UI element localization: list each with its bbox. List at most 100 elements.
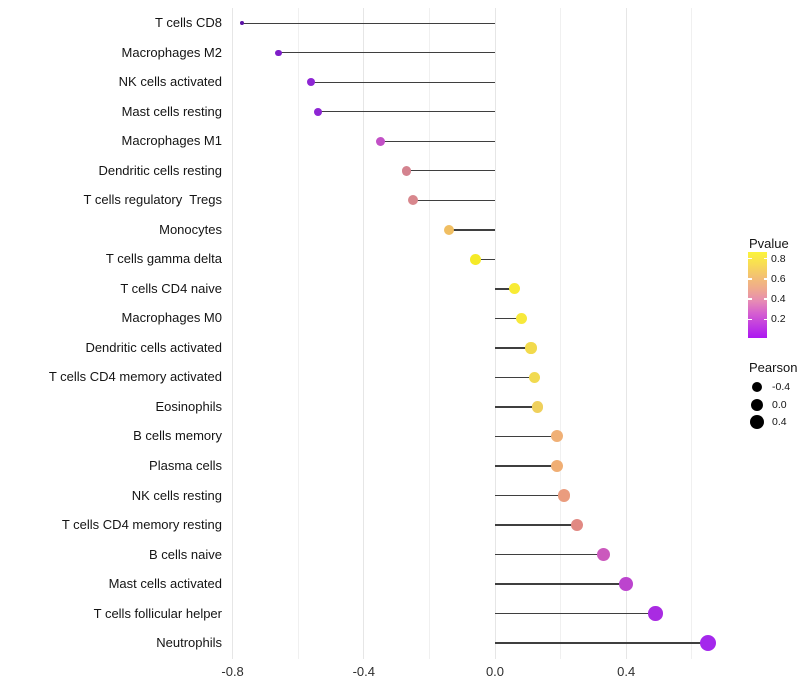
pearson-legend-label: -0.4 (772, 381, 791, 393)
y-axis-label: T cells CD4 memory activated (48, 369, 222, 385)
gridline (297, 8, 299, 659)
pvalue-tick-mark (748, 278, 752, 280)
lollipop-dot (557, 489, 570, 502)
lollipop-stem (413, 199, 495, 201)
pvalue-tick-mark (763, 278, 767, 280)
pvalue-legend-title: Pvalue (749, 236, 789, 251)
lollipop-dot (551, 430, 564, 443)
pvalue-tick-mark (763, 318, 767, 321)
y-axis-label: T cells CD8 (155, 15, 222, 31)
y-axis-label: B cells memory (133, 428, 222, 444)
gridline (363, 8, 365, 659)
lollipop-stem (495, 494, 564, 497)
lollipop-dot (307, 78, 316, 87)
lollipop-stem (449, 229, 495, 231)
lollipop-stem (242, 22, 495, 24)
pvalue-tick-mark (763, 257, 767, 260)
lollipop-dot (408, 195, 418, 206)
lollipop-dot (469, 253, 481, 265)
lollipop-stem (475, 258, 495, 261)
y-axis-label: Macrophages M1 (121, 133, 222, 149)
lollipop-stem (495, 317, 522, 320)
y-axis-label: B cells naive (149, 546, 222, 562)
pearson-legend-label: 0.0 (772, 398, 787, 411)
y-axis-label: Dendritic cells resting (98, 162, 222, 178)
y-axis-label: Monocytes (159, 221, 222, 237)
lollipop-dot (515, 312, 527, 324)
pearson-legend-title: Pearson (749, 360, 798, 375)
gridline (494, 8, 496, 659)
lollipop-stem (495, 612, 656, 615)
pvalue-tick-mark (748, 318, 752, 321)
lollipop-dot (619, 577, 634, 591)
lollipop-dot (596, 547, 610, 562)
lollipop-stem (495, 347, 532, 349)
pvalue-colorbar (748, 252, 767, 338)
y-axis-label: T cells follicular helper (93, 605, 222, 621)
lollipop-dot (528, 371, 541, 384)
y-axis-label: T cells gamma delta (105, 251, 222, 267)
lollipop-stem (495, 642, 709, 644)
lollipop-stem (495, 553, 604, 556)
y-axis-label: Dendritic cells activated (85, 339, 222, 355)
pearson-legend-dot (751, 398, 763, 411)
x-axis-tick-label: 0.4 (617, 664, 636, 679)
lollipop-dot (443, 224, 455, 236)
gridline (691, 8, 693, 659)
pvalue-tick-mark (748, 257, 752, 260)
gridline (428, 8, 430, 659)
x-axis-tick-label: 0.0 (485, 664, 505, 679)
x-axis-tick-label: -0.4 (352, 664, 375, 679)
lollipop-dot (551, 460, 564, 472)
y-axis-label: Macrophages M0 (121, 310, 222, 326)
lollipop-stem (495, 406, 538, 408)
y-axis-label: Plasma cells (149, 458, 222, 473)
lollipop-dot (375, 136, 385, 146)
y-axis-label: Neutrophils (156, 635, 222, 651)
lollipop-stem (495, 583, 627, 585)
lollipop-stem (495, 524, 577, 526)
lollipop-dot (401, 165, 412, 176)
lollipop-dot (700, 635, 717, 652)
lollipop-stem (495, 435, 558, 438)
lollipop-stem (278, 52, 495, 54)
lollipop-stem (317, 111, 495, 113)
y-axis-label: T cells regulatory Tregs (83, 192, 222, 208)
lollipop-stem (380, 140, 495, 142)
x-axis-tick-label: -0.8 (221, 664, 244, 679)
lollipop-stem (495, 376, 535, 379)
lollipop-dot (570, 518, 584, 532)
lollipop-stem (406, 170, 495, 172)
pvalue-tick-label: 0.8 (771, 252, 786, 265)
y-axis-label: NK cells resting (131, 487, 222, 503)
gridline (560, 8, 562, 659)
pvalue-tick-label: 0.4 (771, 293, 786, 306)
y-axis-label: Eosinophils (155, 398, 223, 414)
y-axis-label: T cells CD4 naive (120, 280, 222, 296)
pvalue-tick-label: 0.6 (771, 272, 786, 285)
lollipop-dot (275, 49, 282, 56)
lollipop-dot (531, 401, 544, 413)
pvalue-tick-mark (763, 298, 767, 300)
y-axis-label: T cells CD4 memory resting (61, 517, 222, 533)
y-axis-label: Mast cells activated (108, 576, 222, 592)
pearson-legend-label: 0.4 (772, 416, 787, 428)
lollipop-dot (313, 107, 322, 116)
lollipop-dot (240, 21, 245, 26)
y-axis-label: NK cells activated (118, 74, 222, 90)
gridline (232, 8, 234, 659)
lollipop-dot (525, 342, 537, 354)
lollipop-stem (495, 288, 515, 290)
lollipop-stem (311, 81, 495, 83)
y-axis-label: Macrophages M2 (121, 44, 222, 60)
y-axis-label: Mast cells resting (121, 103, 222, 119)
lollipop-stem (495, 465, 558, 467)
pvalue-tick-mark (748, 298, 752, 300)
pvalue-tick-label: 0.2 (771, 313, 786, 326)
pearson-legend-dot (752, 382, 762, 392)
lollipop-dot (509, 283, 521, 295)
lollipop-dot (648, 606, 663, 621)
pearson-legend-dot (750, 415, 764, 429)
gridline (625, 8, 627, 659)
